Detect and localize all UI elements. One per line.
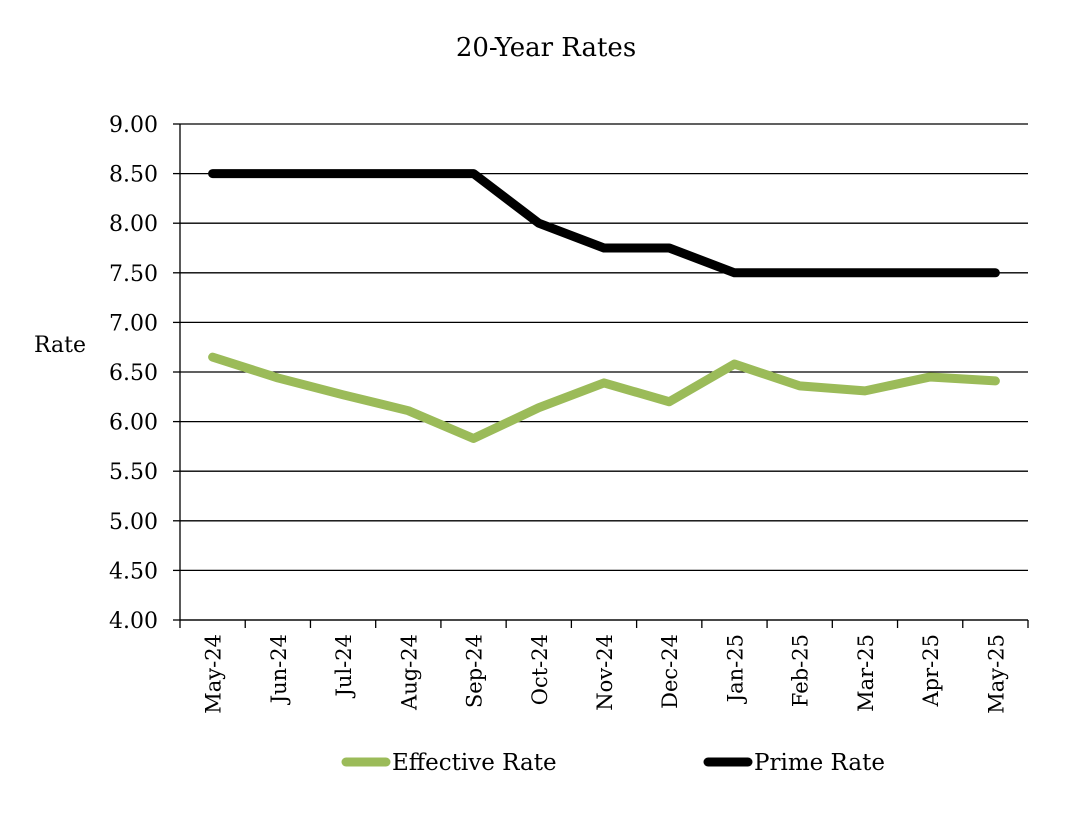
x-tick-labels: May-24 Jun-24 Jul-24 Aug-24 Sep-24 Oct-24 Nov-… [202, 634, 1009, 714]
axes [179, 124, 1029, 628]
x-tick-label: Sep-24 [463, 634, 487, 708]
y-tick-label: 6.00 [109, 411, 158, 436]
y-tick-label: 7.50 [109, 262, 158, 287]
legend-label: Effective Rate [392, 750, 557, 776]
y-tick-label: 4.00 [109, 609, 158, 634]
y-tick-label: 6.50 [109, 361, 158, 386]
y-tick-label: 5.50 [109, 460, 158, 485]
x-tick-label: Oct-24 [528, 634, 552, 705]
x-tick-label: Dec-24 [658, 634, 682, 709]
x-tick-label: Mar-25 [854, 634, 878, 712]
y-tick-labels: 4.00 4.50 5.00 5.50 6.00 6.50 7.00 7.50 8.00 8.50… [109, 113, 158, 634]
series-lines [208, 169, 1000, 443]
legend-label: Prime Rate [754, 750, 885, 776]
x-tick-label: Jun-24 [267, 634, 291, 705]
series-line-prime-rate [208, 169, 1000, 278]
x-tick-label: May-24 [202, 634, 226, 714]
x-tick-label: Aug-24 [397, 634, 421, 711]
series-line-effective-rate [208, 352, 1000, 443]
x-tick-label: May-25 [984, 634, 1008, 714]
x-tick-label: Jan-25 [723, 634, 747, 704]
y-tick-label: 8.00 [109, 212, 158, 237]
chart-title: 20-Year Rates [456, 33, 636, 63]
x-tick-label: Apr-25 [919, 634, 943, 707]
y-tick-label: 5.00 [109, 510, 158, 535]
y-tick-label: 7.00 [109, 311, 158, 336]
y-axis-title: Rate [34, 333, 86, 358]
y-tick-label: 8.50 [109, 163, 158, 188]
x-tick-label: Nov-24 [593, 634, 617, 711]
x-tick-label: Feb-25 [789, 634, 813, 707]
x-tick-label: Jul-24 [332, 634, 356, 698]
y-tick-label: 4.50 [109, 559, 158, 584]
legend: Effective Rate Prime Rate [341, 750, 885, 776]
gridlines [173, 123, 1028, 621]
y-tick-label: 9.00 [109, 113, 158, 138]
